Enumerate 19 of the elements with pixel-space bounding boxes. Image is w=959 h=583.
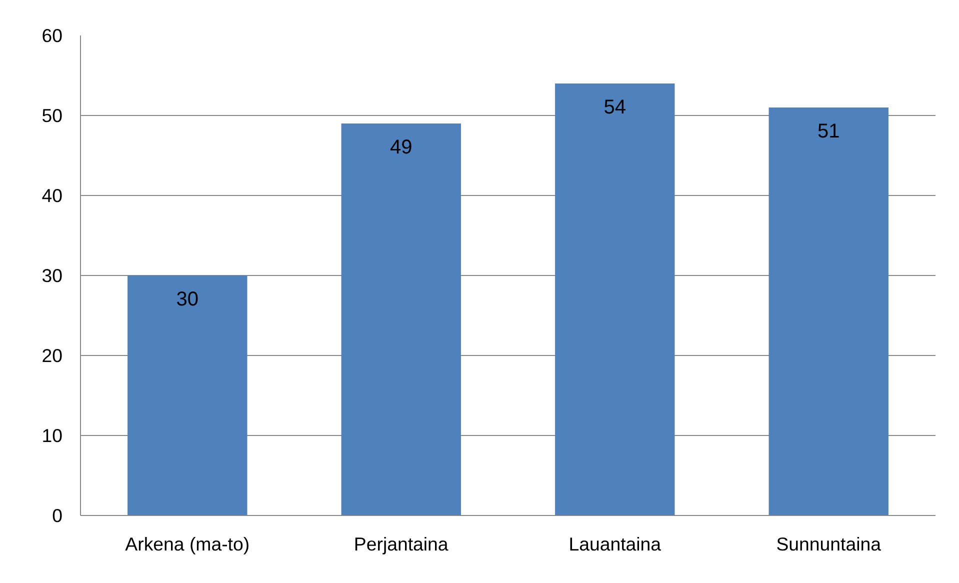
- y-tick-label: 0: [52, 505, 63, 526]
- x-tick-label: Sunnuntaina: [776, 534, 882, 554]
- y-tick-label: 40: [42, 185, 63, 206]
- y-tick-label: 50: [42, 105, 63, 126]
- x-tick-label: Lauantaina: [568, 534, 662, 554]
- x-tick-label: Perjantaina: [354, 534, 449, 554]
- y-tick-label: 30: [42, 265, 63, 286]
- bar: [555, 84, 675, 516]
- data-label: 54: [604, 96, 626, 118]
- bar: [768, 108, 888, 516]
- x-tick-label: Arkena (ma-to): [125, 534, 250, 554]
- data-label: 30: [176, 288, 198, 310]
- data-label: 51: [818, 120, 840, 142]
- bar: [128, 276, 248, 516]
- y-tick-label: 20: [42, 345, 63, 366]
- y-tick-label: 60: [42, 25, 63, 46]
- bar: [341, 124, 461, 516]
- data-label: 49: [390, 136, 412, 158]
- y-tick-label: 10: [42, 425, 63, 446]
